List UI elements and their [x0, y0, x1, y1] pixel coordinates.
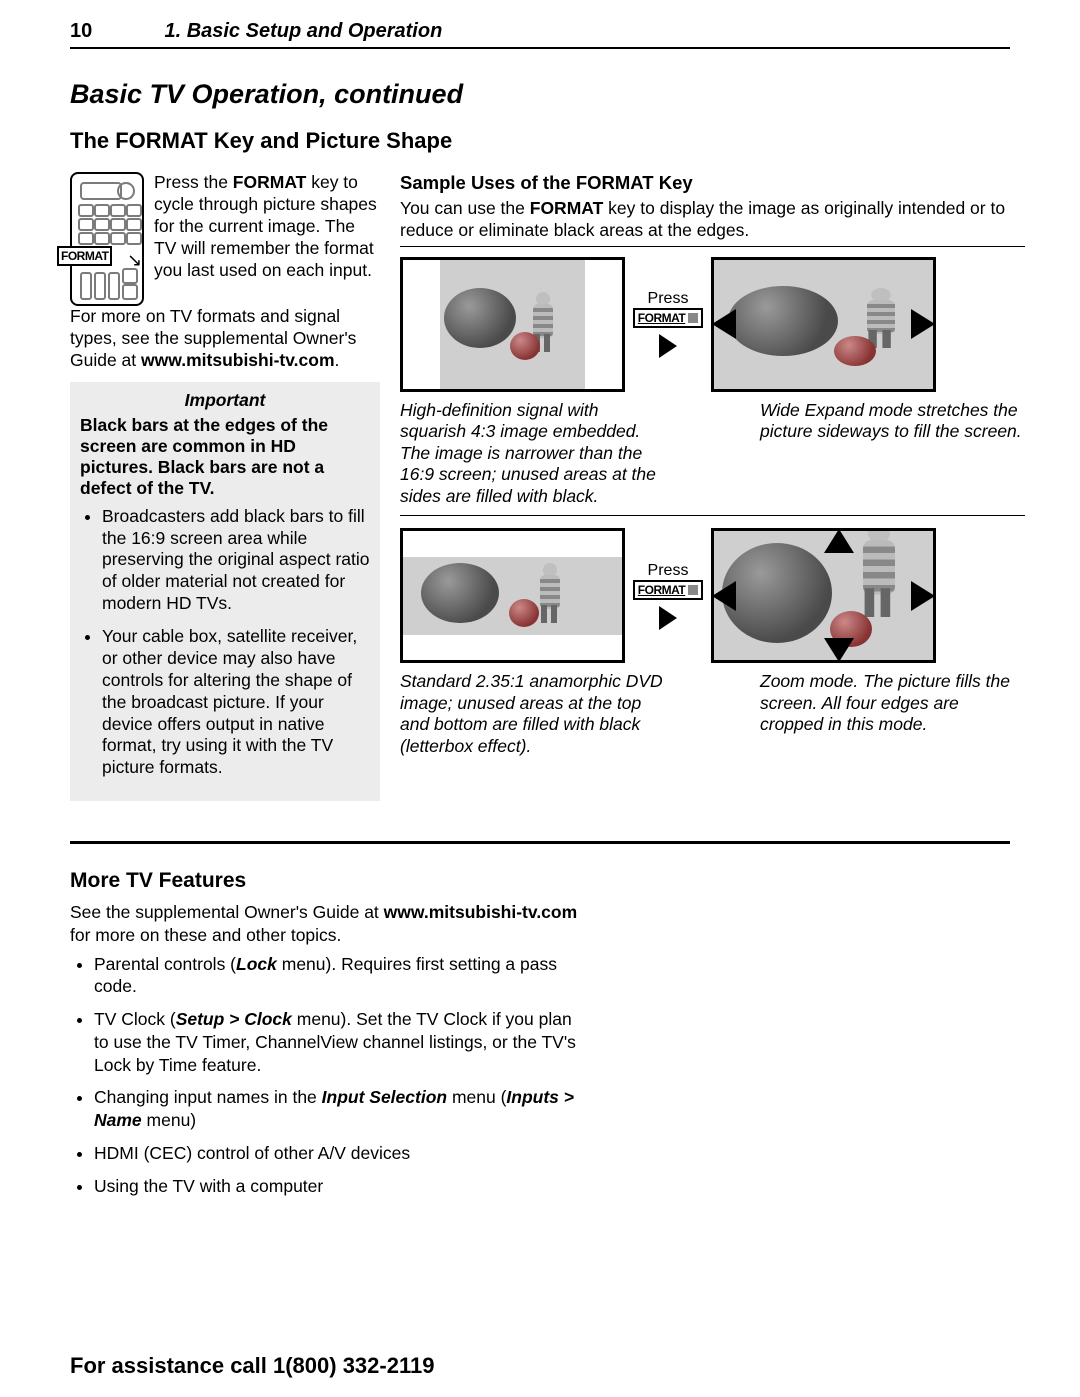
section-title: 1. Basic Setup and Operation: [164, 20, 442, 42]
stretch-left-arrow-icon: [712, 309, 736, 339]
section-divider: [70, 841, 1010, 844]
feature-item: HDMI (CEC) control of other A/V devices: [94, 1142, 590, 1165]
sample-uses-intro: You can use the FORMAT key to display th…: [400, 198, 1025, 247]
callout-arrow-icon: ↘: [127, 250, 142, 271]
caption-row: Standard 2.35:1 anamorphic DVD image; un…: [400, 663, 1025, 765]
press-format-indicator: Press FORMAT: [633, 257, 703, 392]
supplemental-guide-text: For more on TV formats and signal types,…: [70, 306, 380, 372]
remote-illustration: FORMAT ↘: [70, 172, 144, 306]
caption: High-definition signal with squarish 4:3…: [400, 400, 665, 508]
page-number: 10: [70, 20, 160, 43]
intro-paragraph: Press the FORMAT key to cycle through pi…: [154, 172, 380, 300]
sample-uses-heading: Sample Uses of the FORMAT Key: [400, 172, 1025, 194]
caption: Wide Expand mode stretches the picture s…: [760, 400, 1025, 508]
zoom-down-arrow-icon: [824, 638, 854, 662]
more-features-list: Parental controls (Lock menu). Requires …: [70, 953, 590, 1198]
page-title: Basic TV Operation, continued: [70, 79, 1010, 110]
important-bullet: Broadcasters add black bars to fill the …: [102, 505, 370, 615]
page-header: 10 1. Basic Setup and Operation: [70, 20, 1010, 49]
press-format-indicator: Press FORMAT: [633, 528, 703, 663]
zoom-left-arrow-icon: [712, 581, 736, 611]
zoom-right-arrow-icon: [911, 581, 935, 611]
more-features-section: More TV Features See the supplemental Ow…: [70, 869, 590, 1197]
caption: Zoom mode. The picture fills the screen.…: [760, 671, 1025, 757]
press-label: Press: [648, 562, 689, 580]
more-features-intro: See the supplemental Owner's Guide at ww…: [70, 901, 590, 947]
feature-item: Changing input names in the Input Select…: [94, 1086, 590, 1132]
important-bullet: Your cable box, satellite receiver, or o…: [102, 625, 370, 779]
zoom-up-arrow-icon: [824, 529, 854, 553]
tv-letterbox-illustration: [400, 528, 625, 663]
tv-zoom-illustration: [711, 528, 936, 663]
format-button-icon: FORMAT: [633, 308, 703, 328]
tv-wide-expand-illustration: [711, 257, 936, 392]
subsection-title: The FORMAT Key and Picture Shape: [70, 128, 1010, 154]
important-bullets: Broadcasters add black bars to fill the …: [80, 505, 370, 780]
stretch-right-arrow-icon: [911, 309, 935, 339]
example-row: Press FORMAT: [400, 528, 1025, 663]
more-features-heading: More TV Features: [70, 869, 590, 893]
tv-pillarbox-illustration: [400, 257, 625, 392]
assistance-footer: For assistance call 1(800) 332-2119: [70, 1353, 434, 1379]
feature-item: TV Clock (Setup > Clock menu). Set the T…: [94, 1008, 590, 1076]
arrow-right-icon: [659, 334, 677, 358]
left-column: FORMAT ↘ Press the FORMAT key to cycle t…: [70, 172, 380, 801]
right-column: Sample Uses of the FORMAT Key You can us…: [400, 172, 1025, 801]
feature-item: Using the TV with a computer: [94, 1175, 590, 1198]
format-key-label: FORMAT: [57, 246, 112, 266]
important-callout-box: Important Black bars at the edges of the…: [70, 382, 380, 802]
format-button-icon: FORMAT: [633, 580, 703, 600]
important-title: Important: [80, 390, 370, 411]
arrow-right-icon: [659, 606, 677, 630]
important-lead: Black bars at the edges of the screen ar…: [80, 415, 370, 499]
example-row: Press FORMAT: [400, 257, 1025, 392]
caption: Standard 2.35:1 anamorphic DVD image; un…: [400, 671, 665, 757]
feature-item: Parental controls (Lock menu). Requires …: [94, 953, 590, 999]
caption-row: High-definition signal with squarish 4:3…: [400, 392, 1025, 517]
press-label: Press: [648, 290, 689, 308]
